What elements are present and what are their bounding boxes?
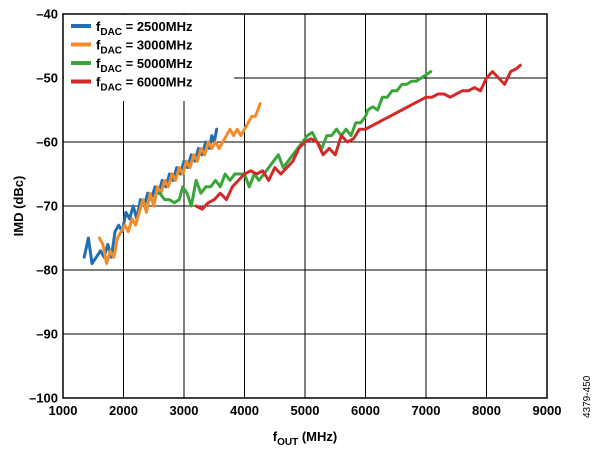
tick-labels: 1000 2000 3000 4000 5000 6000 7000 8000 9000 –40 –… [29,7,561,419]
series-line-2 [97,102,262,266]
figure-id: 4379-450 [582,375,593,418]
x-tick-label: 6000 [351,403,380,418]
y-tick-label: –40 [36,7,58,22]
y-axis-label: IMD (dBc) [11,176,26,237]
plot-area [82,63,522,266]
series-line-1 [82,127,219,266]
x-tick-label: 9000 [533,403,562,418]
y-tick-label: –50 [36,71,58,86]
series-line-4 [194,63,522,211]
legend-label-4: fDAC = 6000MHz [96,75,193,94]
x-tick-label: 1000 [49,403,78,418]
x-tick-label: 5000 [291,403,320,418]
y-tick-label: –90 [36,327,58,342]
x-tick-label: 4000 [230,403,259,418]
x-tick-label: 2000 [109,403,138,418]
legend-label-3: fDAC = 5000MHz [96,56,193,75]
legend-background [64,15,234,101]
y-tick-label: –60 [36,135,58,150]
x-tick-label: 7000 [412,403,441,418]
y-tick-label: –80 [36,263,58,278]
legend-label-2: fDAC = 3000MHz [96,38,193,57]
x-tick-label: 3000 [170,403,199,418]
y-tick-label: –70 [36,199,58,214]
x-tick-label: 8000 [472,403,501,418]
plot-frame [62,13,548,399]
legend-label-1: fDAC = 2500MHz [96,19,193,38]
y-tick-label: –100 [29,391,58,406]
x-axis-label: fOUT (MHz) [273,429,337,448]
series-line-3 [158,70,433,208]
